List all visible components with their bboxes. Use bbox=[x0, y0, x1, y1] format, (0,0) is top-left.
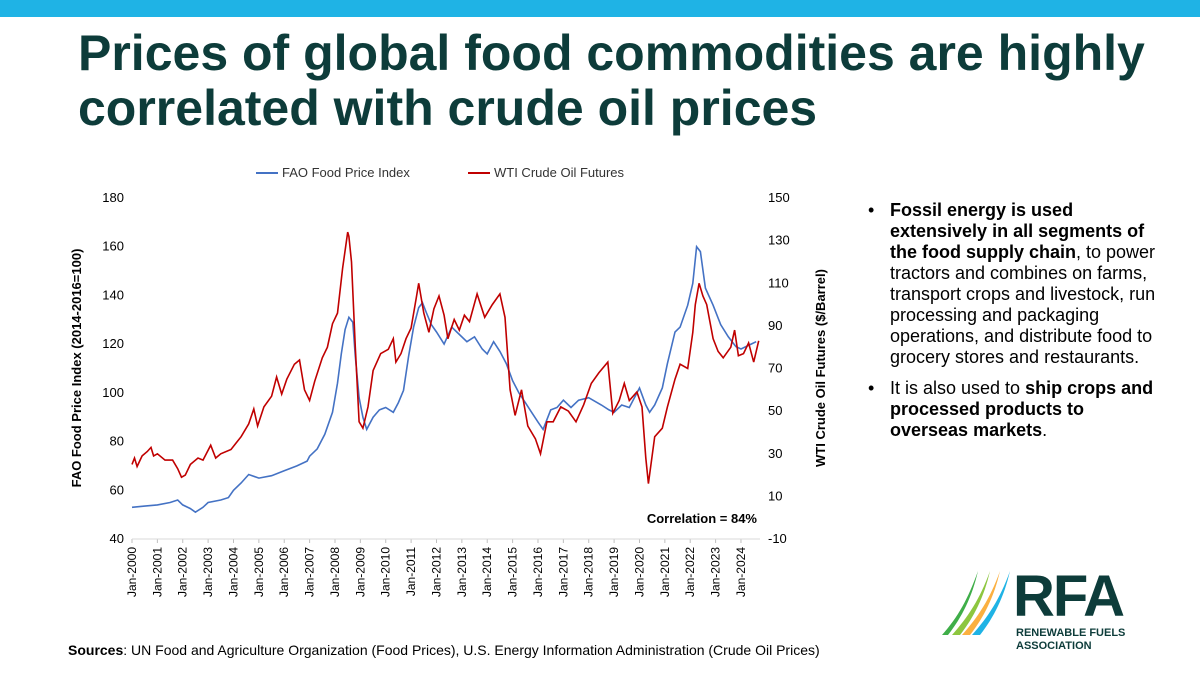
x-tick-label: Jan-2015 bbox=[506, 547, 520, 597]
x-tick-label: Jan-2017 bbox=[556, 547, 570, 597]
x-tick-label: Jan-2010 bbox=[379, 547, 393, 597]
x-tick-label: Jan-2006 bbox=[277, 547, 291, 597]
right-tick-label: 10 bbox=[768, 488, 782, 503]
x-tick-label: Jan-2013 bbox=[455, 547, 469, 597]
sources-text: : UN Food and Agriculture Organization (… bbox=[123, 642, 820, 658]
bullet-2-bold: ship crops and processed products to ove… bbox=[890, 378, 1154, 440]
right-tick-label: 150 bbox=[768, 190, 790, 205]
legend: FAO Food Price Index WTI Crude Oil Futur… bbox=[256, 165, 625, 180]
right-tick-label: 50 bbox=[768, 403, 782, 418]
x-tick-label: Jan-2008 bbox=[328, 547, 342, 597]
right-axis-label: WTI Crude Oil Futures ($/Barrel) bbox=[813, 269, 828, 467]
x-tick-label: Jan-2000 bbox=[125, 547, 139, 597]
x-tick-label: Jan-2014 bbox=[480, 547, 494, 597]
rfa-logo: RFA RENEWABLE FUELS ASSOCIATION bbox=[940, 565, 1160, 660]
chart: FAO Food Price Index WTI Crude Oil Futur… bbox=[69, 165, 828, 597]
right-tick-label: 90 bbox=[768, 318, 782, 333]
top-accent-bar bbox=[0, 0, 1200, 17]
x-tick-label: Jan-2009 bbox=[353, 547, 367, 597]
left-tick-label: 140 bbox=[102, 287, 124, 302]
bullet-2-pre: It is also used to bbox=[890, 378, 1026, 398]
bullet-dot: • bbox=[868, 200, 875, 220]
bullet-list: • Fossil energy is used extensively in al… bbox=[866, 200, 1166, 451]
right-tick-label: 130 bbox=[768, 233, 790, 248]
x-tick-label: Jan-2016 bbox=[531, 547, 545, 597]
right-tick-label: 30 bbox=[768, 446, 782, 461]
sources-footnote: Sources: UN Food and Agriculture Organiz… bbox=[68, 642, 820, 658]
left-tick-label: 40 bbox=[110, 531, 124, 546]
x-tick-label: Jan-2002 bbox=[176, 547, 190, 597]
x-tick-label: Jan-2019 bbox=[607, 547, 621, 597]
bullet-fossil-energy: • Fossil energy is used extensively in al… bbox=[866, 200, 1166, 368]
x-tick-label: Jan-2023 bbox=[709, 547, 723, 597]
x-tick-label: Jan-2007 bbox=[303, 547, 317, 597]
bullet-1-bold: Fossil energy is used extensively in all… bbox=[890, 200, 1145, 262]
x-tick-label: Jan-2020 bbox=[632, 547, 646, 597]
left-axis-ticks: 40 60 80 100 120 140 160 180 bbox=[102, 190, 124, 546]
right-tick-label: 70 bbox=[768, 361, 782, 376]
right-tick-label: -10 bbox=[768, 531, 787, 546]
rfa-subtitle-line-1: RENEWABLE FUELS bbox=[1016, 627, 1126, 639]
legend-label-fao: FAO Food Price Index bbox=[282, 165, 410, 180]
rfa-subtitle: RENEWABLE FUELS ASSOCIATION bbox=[1016, 627, 1125, 653]
left-tick-label: 80 bbox=[110, 434, 124, 449]
right-axis-ticks: -10 10 30 50 70 90 110 130 150 bbox=[768, 190, 790, 546]
legend-label-wti: WTI Crude Oil Futures bbox=[494, 165, 625, 180]
bullet-dot: • bbox=[868, 378, 875, 398]
x-tick-label: Jan-2001 bbox=[150, 547, 164, 597]
x-tick-label: Jan-2011 bbox=[404, 547, 418, 596]
sources-label: Sources bbox=[68, 642, 124, 658]
x-tick-label: Jan-2021 bbox=[658, 547, 672, 597]
bullet-ship-crops: • It is also used to ship crops and proce… bbox=[866, 378, 1166, 441]
fao-food-price-line bbox=[131, 244, 757, 514]
rfa-swoosh-icon bbox=[942, 571, 1010, 635]
wti-crude-oil-line bbox=[131, 231, 760, 484]
rfa-subtitle-line-2: ASSOCIATION bbox=[1016, 640, 1092, 652]
slide-title: Prices of global food commodities are hi… bbox=[78, 25, 1145, 136]
x-tick-label: Jan-2012 bbox=[429, 547, 443, 597]
bullet-2-post: . bbox=[1042, 420, 1048, 440]
rfa-wordmark: RFA bbox=[1013, 564, 1125, 629]
x-axis-ticks: Jan-2000 Jan-2001 Jan-2002 Jan-2003 Jan-2004… bbox=[125, 539, 748, 597]
correlation-annotation: Correlation = 84% bbox=[647, 511, 758, 526]
x-tick-label: Jan-2018 bbox=[582, 547, 596, 597]
x-tick-label: Jan-2022 bbox=[683, 547, 697, 597]
left-tick-label: 100 bbox=[102, 385, 124, 400]
left-axis-label: FAO Food Price Index (2014-2016=100) bbox=[69, 249, 84, 488]
x-tick-label: Jan-2003 bbox=[201, 547, 215, 597]
left-tick-label: 120 bbox=[102, 336, 124, 351]
x-tick-label: Jan-2004 bbox=[226, 547, 240, 597]
x-tick-label: Jan-2024 bbox=[734, 547, 748, 597]
left-tick-label: 180 bbox=[102, 190, 124, 205]
bullet-1-text: , to power tractors and combines on farm… bbox=[890, 242, 1156, 367]
left-tick-label: 60 bbox=[110, 482, 124, 497]
x-tick-label: Jan-2005 bbox=[252, 547, 266, 597]
left-tick-label: 160 bbox=[102, 239, 124, 254]
right-tick-label: 110 bbox=[768, 275, 789, 290]
